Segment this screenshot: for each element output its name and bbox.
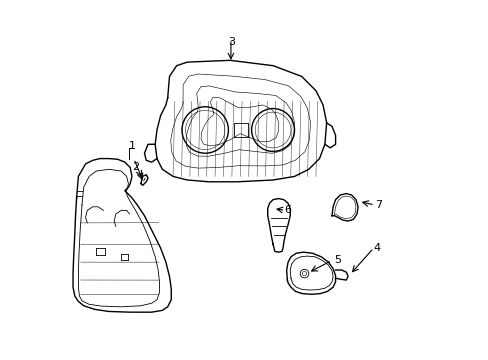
Text: 5: 5 — [333, 255, 340, 265]
Text: 6: 6 — [284, 205, 290, 215]
Text: 3: 3 — [228, 37, 235, 48]
Text: 4: 4 — [372, 243, 380, 253]
Text: 7: 7 — [374, 200, 381, 210]
Text: 2: 2 — [132, 162, 139, 172]
Text: 1: 1 — [128, 141, 135, 151]
